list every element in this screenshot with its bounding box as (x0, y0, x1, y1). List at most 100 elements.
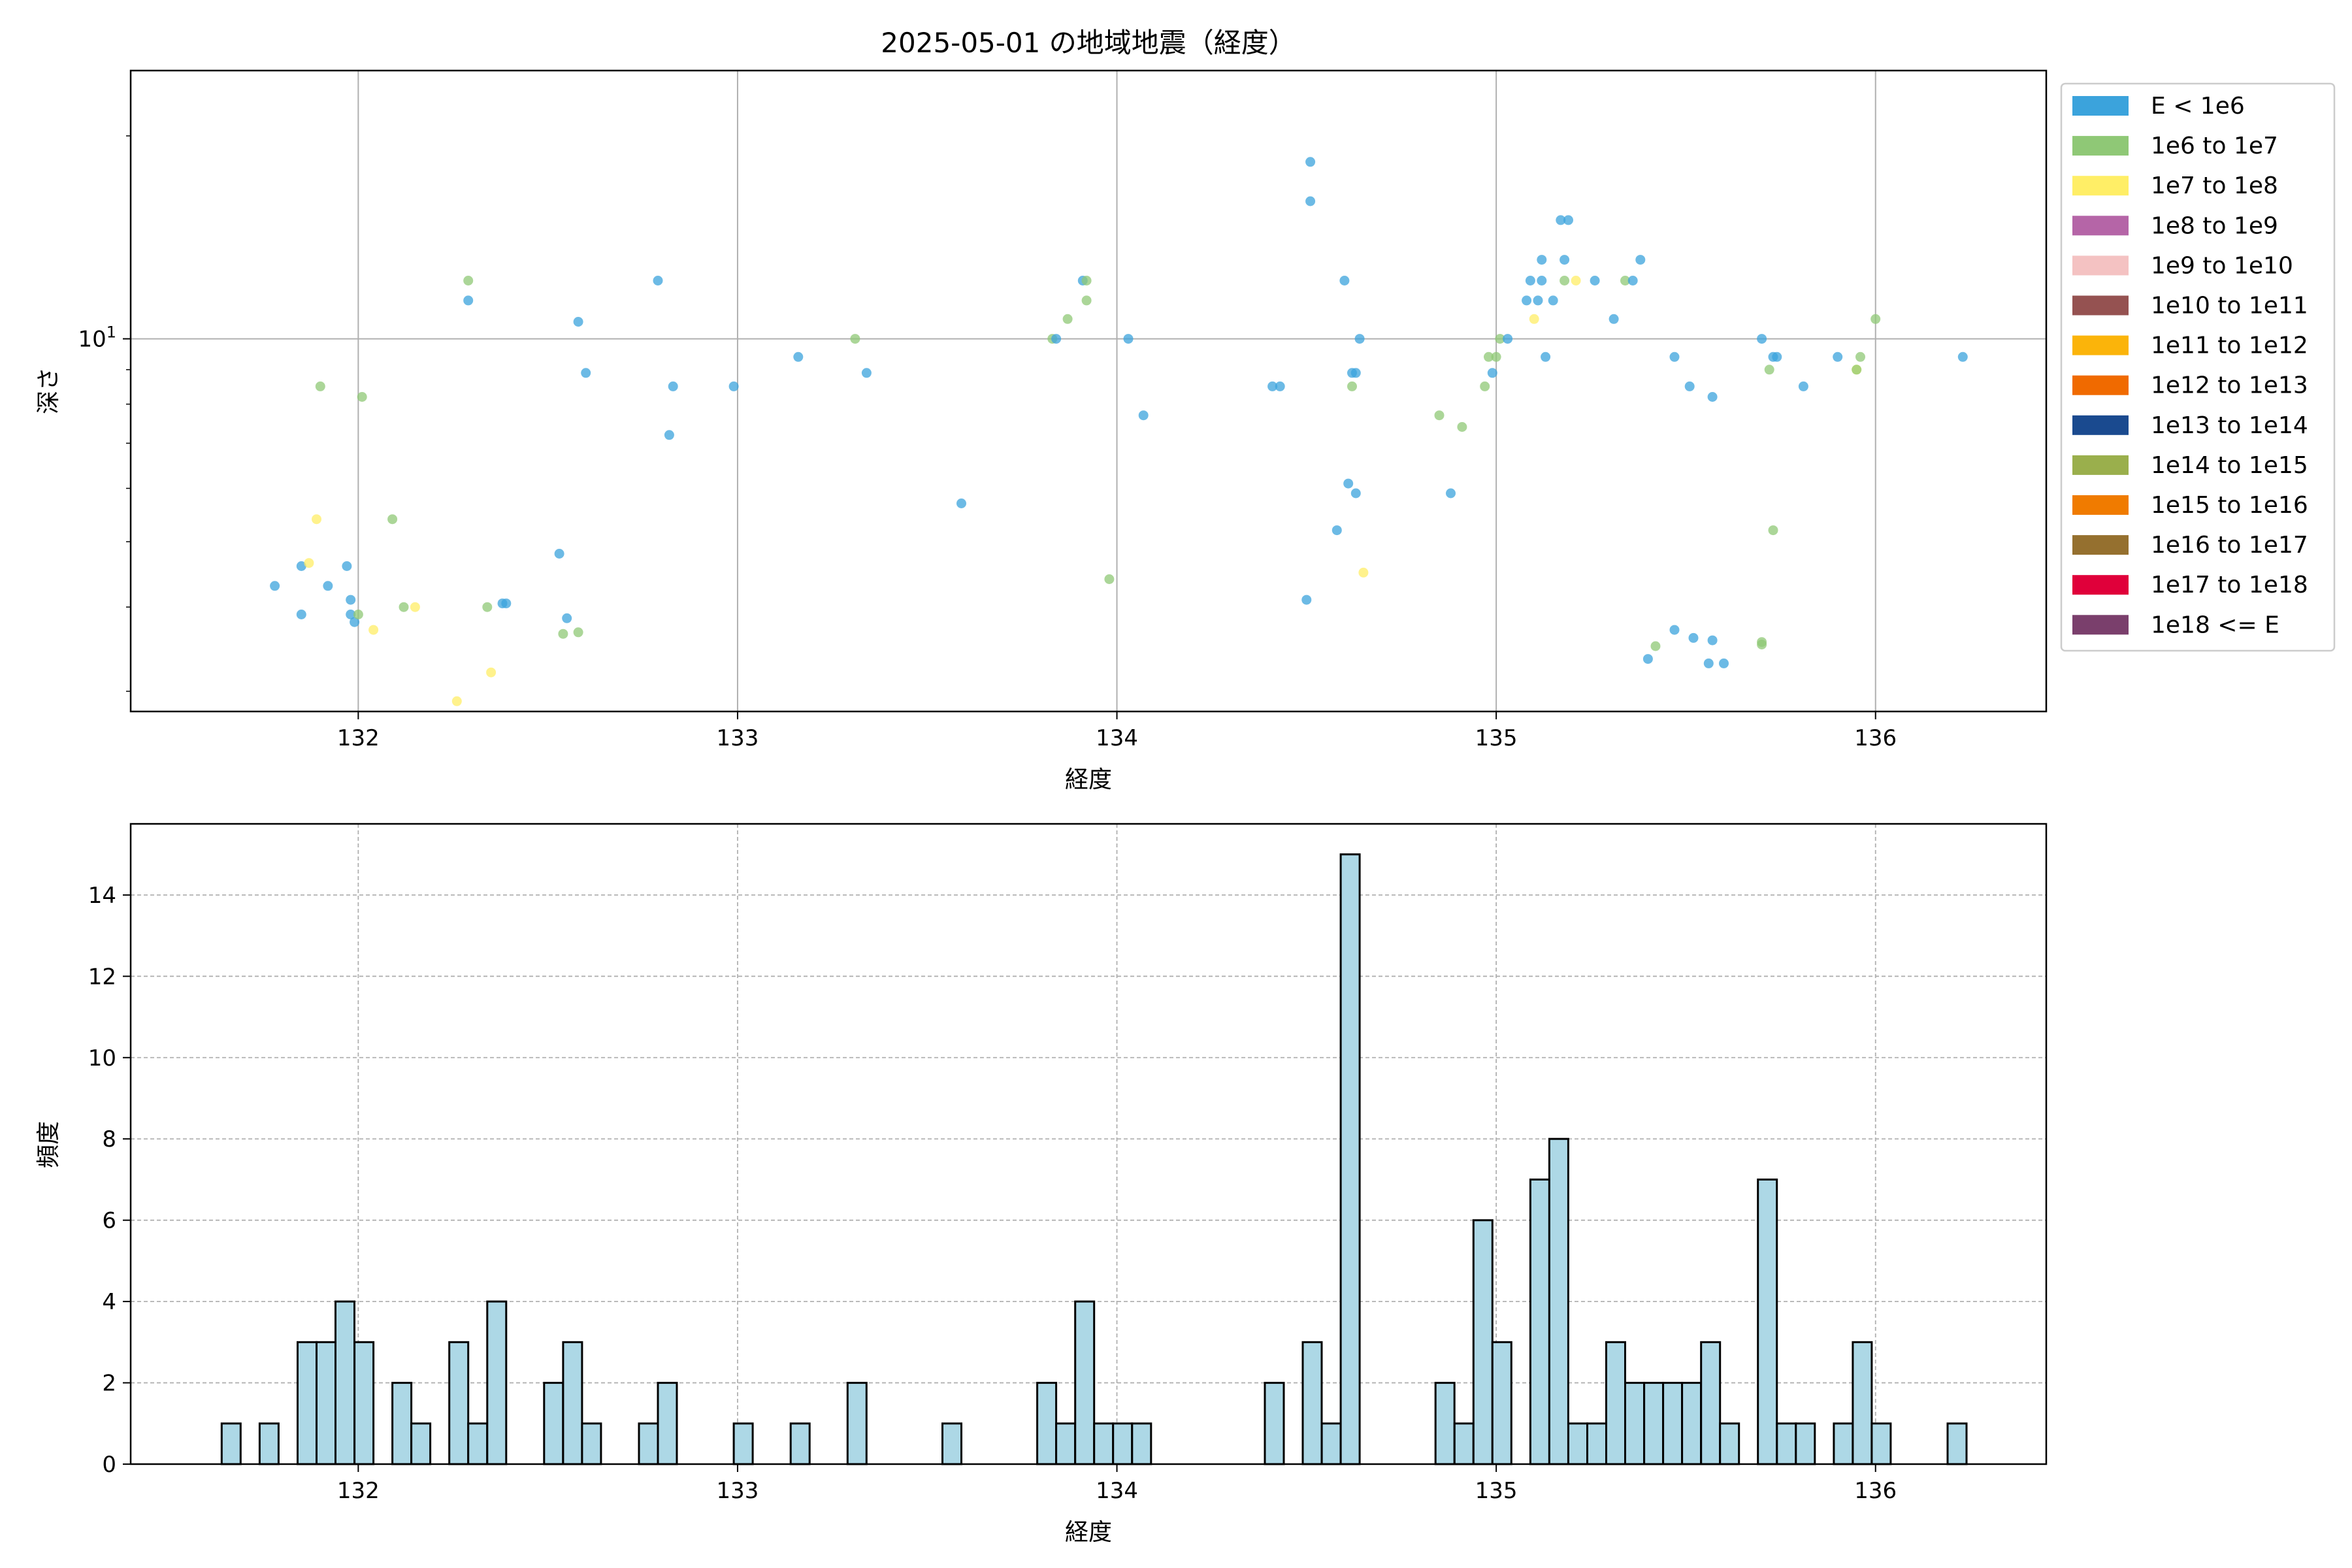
legend-label: E < 1e6 (2151, 93, 2245, 120)
histogram-y-tick-label: 2 (102, 1371, 116, 1397)
histogram-y-axis-label: 頻度 (35, 1121, 62, 1168)
scatter-point (1684, 381, 1695, 391)
legend-label: 1e14 to 1e15 (2151, 452, 2308, 479)
histogram-bar (1586, 1422, 1607, 1465)
scatter-point (451, 696, 462, 706)
legend-label: 1e18 <= E (2151, 612, 2279, 638)
histogram-bar (1301, 1341, 1323, 1465)
scatter-point (1757, 334, 1767, 344)
scatter-point (956, 498, 966, 508)
scatter-point (1560, 276, 1570, 286)
scatter-point (850, 334, 860, 344)
scatter-point (1719, 658, 1729, 668)
scatter-point (1772, 351, 1782, 362)
histogram-bar (1036, 1382, 1058, 1465)
scatter-point (1757, 640, 1767, 649)
histogram-bar (1491, 1341, 1512, 1465)
scatter-point (1457, 422, 1467, 432)
legend-swatch (2072, 295, 2129, 316)
scatter-point (1480, 381, 1490, 391)
histogram-bar (1112, 1422, 1134, 1465)
legend-box (2060, 82, 2336, 652)
scatter-point (501, 598, 512, 609)
legend-label: 1e13 to 1e14 (2151, 412, 2308, 439)
histogram-bar (220, 1422, 242, 1465)
scatter-point (353, 610, 363, 619)
scatter-point (1123, 334, 1134, 344)
histogram-bar (353, 1341, 375, 1465)
scatter-point (399, 602, 409, 612)
histogram-bar (1681, 1382, 1703, 1465)
scatter-point (1347, 381, 1357, 391)
scatter-point (1354, 334, 1365, 344)
scatter-point (1852, 365, 1862, 375)
scatter-point (1768, 525, 1778, 536)
histogram-bar (448, 1341, 470, 1465)
scatter-point (1560, 255, 1570, 265)
histogram-bar (1719, 1422, 1740, 1465)
histogram-bar (732, 1422, 754, 1465)
histogram-y-tick-label: 12 (88, 964, 116, 990)
legend-label: 1e10 to 1e11 (2151, 293, 2308, 319)
scatter-point (1707, 635, 1718, 645)
histogram-y-tick-label: 10 (88, 1045, 116, 1071)
scatter-point (1563, 215, 1573, 225)
legend-swatch (2072, 375, 2129, 395)
scatter-point (1081, 276, 1092, 286)
scatter-point (1305, 157, 1316, 167)
legend-swatch (2072, 495, 2129, 515)
scatter-point (1703, 658, 1714, 668)
histogram-bar (789, 1422, 811, 1465)
histogram-bar (562, 1341, 583, 1465)
scatter-point (1833, 351, 1843, 362)
scatter-point (463, 276, 474, 286)
scatter-point (296, 610, 306, 619)
legend-label: 1e11 to 1e12 (2151, 333, 2308, 359)
histogram-y-tick-label: 14 (88, 883, 116, 909)
histogram-bar (846, 1382, 868, 1465)
histogram-x-tick-label: 133 (716, 1478, 759, 1504)
scatter-point (1487, 368, 1497, 378)
scatter-point (1081, 295, 1092, 306)
scatter-point (368, 625, 379, 635)
scatter-point (668, 381, 678, 391)
histogram-panel: 132 133 134 135 136 0 2 4 6 8 10 12 14 経度 頻度 (35, 823, 2048, 1546)
histogram-bar (467, 1422, 489, 1465)
legend-label: 1e16 to 1e17 (2151, 532, 2308, 559)
scatter-point (1669, 351, 1680, 362)
histogram-bar (1870, 1422, 1892, 1465)
histogram-bar (486, 1300, 508, 1465)
scatter-point (1350, 488, 1361, 498)
histogram-bar (1757, 1178, 1778, 1465)
scatter-point (1350, 368, 1361, 378)
histogram-bar (1548, 1137, 1569, 1465)
histogram-bars (220, 853, 1968, 1465)
histogram-x-tick-label: 134 (1096, 1478, 1138, 1504)
scatter-point (573, 627, 583, 638)
scatter-y-tick-label: 101 (78, 323, 116, 353)
scatter-point (482, 602, 493, 612)
histogram-bar (1264, 1382, 1285, 1465)
histogram-bar (1339, 853, 1361, 1465)
scatter-point (1764, 365, 1774, 375)
scatter-point (1339, 276, 1350, 286)
scatter-point (1529, 314, 1539, 324)
scatter-point (573, 317, 583, 327)
histogram-bar (1852, 1341, 1873, 1465)
scatter-point (1609, 314, 1619, 324)
histogram-bar (1946, 1422, 1968, 1465)
scatter-point (1855, 351, 1865, 362)
scatter-point (1537, 276, 1547, 286)
scatter-point (1798, 381, 1808, 391)
histogram-y-tick-label: 4 (102, 1289, 116, 1315)
scatter-point (1503, 334, 1513, 344)
histogram-bar (581, 1422, 602, 1465)
scatter-point (342, 561, 352, 571)
scatter-point (1495, 334, 1505, 344)
histogram-bar (1662, 1382, 1684, 1465)
scatter-point (350, 617, 360, 627)
scatter-point (323, 581, 333, 591)
histogram-bar (1529, 1178, 1550, 1465)
histogram-bar (1055, 1422, 1077, 1465)
